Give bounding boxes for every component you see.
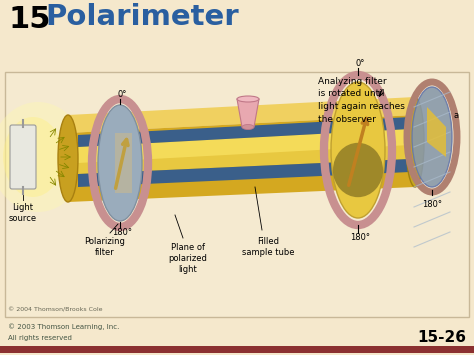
Ellipse shape — [237, 96, 259, 102]
Text: Plane of
polarized
light: Plane of polarized light — [169, 243, 208, 274]
Polygon shape — [68, 97, 415, 133]
Text: All rights reserved: All rights reserved — [8, 335, 72, 341]
Ellipse shape — [331, 82, 385, 218]
Text: Analyzing filter
is rotated until
light again reaches
the observer: Analyzing filter is rotated until light … — [318, 77, 405, 124]
Polygon shape — [78, 159, 410, 187]
Ellipse shape — [333, 143, 383, 197]
Polygon shape — [68, 115, 415, 202]
Text: 0°: 0° — [117, 90, 127, 99]
Polygon shape — [78, 129, 410, 163]
Polygon shape — [78, 117, 410, 147]
Ellipse shape — [412, 87, 452, 187]
Text: © 2003 Thomson Learning, Inc.: © 2003 Thomson Learning, Inc. — [8, 323, 119, 330]
Text: Polarimeter: Polarimeter — [45, 3, 238, 31]
Text: © 2004 Thomson/Brooks Cole: © 2004 Thomson/Brooks Cole — [8, 307, 102, 312]
FancyBboxPatch shape — [10, 125, 36, 189]
Ellipse shape — [58, 115, 78, 202]
Polygon shape — [78, 129, 410, 174]
Polygon shape — [427, 107, 446, 157]
Bar — [0, 0, 474, 75]
Text: Light
source: Light source — [9, 203, 37, 223]
Text: 0°: 0° — [356, 59, 365, 68]
Ellipse shape — [406, 97, 424, 187]
Text: 180°: 180° — [112, 228, 132, 237]
Ellipse shape — [98, 105, 142, 221]
Text: 180°: 180° — [422, 200, 442, 209]
Ellipse shape — [0, 102, 85, 212]
Text: Polarizing
filter: Polarizing filter — [84, 237, 126, 257]
Text: 180°: 180° — [350, 233, 370, 242]
Text: 15: 15 — [8, 5, 51, 34]
Ellipse shape — [3, 117, 63, 197]
Text: a: a — [454, 110, 459, 120]
Text: Filled
sample tube: Filled sample tube — [242, 237, 294, 257]
Bar — [0, 346, 474, 353]
Polygon shape — [68, 123, 415, 163]
Text: 15-26: 15-26 — [417, 330, 466, 345]
Polygon shape — [115, 133, 132, 193]
Polygon shape — [237, 99, 259, 127]
FancyBboxPatch shape — [5, 72, 469, 317]
Ellipse shape — [242, 125, 254, 130]
